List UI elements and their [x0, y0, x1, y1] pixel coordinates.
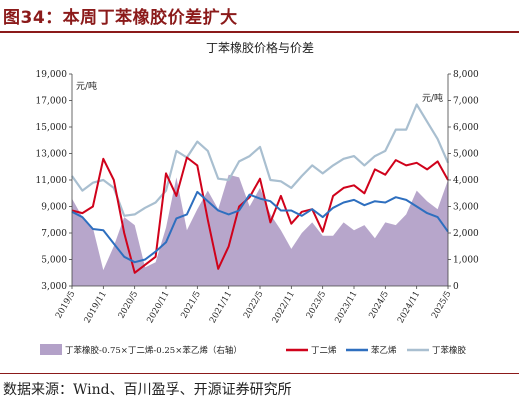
chart: 丁苯橡胶价格与价差 3,000 5,000 7,000 9,000 11,000 13,00… — [36, 40, 480, 356]
x-tick-label: 2021/11 — [208, 290, 234, 326]
x-tick-label: 2023/5 — [305, 290, 329, 321]
x-tick-label: 2020/11 — [145, 290, 171, 326]
chart-title: 丁苯橡胶价格与价差 — [206, 40, 314, 55]
y-tick-label-right: 3,000 — [453, 203, 479, 213]
y-tick-label-right: 4,000 — [453, 176, 479, 186]
x-tick-label: 2022/5 — [242, 290, 266, 321]
x-tick-label: 2024/11 — [396, 290, 422, 326]
y-tick-label-left: 9,000 — [41, 203, 67, 213]
y-tick-label-right: 8,000 — [453, 70, 479, 80]
source-note: 数据来源：Wind、百川盈孚、开源证券研究所 — [3, 382, 292, 398]
figure-title: 图34：本周丁苯橡胶价差扩大 — [3, 8, 238, 28]
y-tick-label-right: 7,000 — [453, 97, 479, 107]
series-sbr-line — [71, 103, 450, 217]
x-tick-label: 2020/5 — [117, 290, 141, 321]
x-tick-label: 2019/5 — [54, 290, 78, 321]
y-tick-label-left: 11,000 — [36, 176, 68, 186]
x-tick-label: 2025/5 — [430, 290, 454, 321]
x-tick-label: 2024/5 — [367, 290, 391, 321]
legend-sbr-label: 丁苯橡胶 — [432, 345, 467, 356]
series-styrene-line — [71, 190, 449, 264]
x-tick-label: 2022/11 — [271, 290, 297, 326]
y-tick-label-right: 6,000 — [453, 123, 479, 133]
y-tick-label-right: 1,000 — [453, 256, 479, 266]
y-tick-label-left: 19,000 — [36, 70, 68, 80]
y-tick-label-left: 15,000 — [36, 123, 68, 133]
y-tick-label-right: 2,000 — [453, 229, 479, 239]
footer-rule — [0, 373, 519, 374]
y-tick-label-right: 0 — [453, 282, 459, 292]
x-tick-label: 2019/11 — [83, 290, 109, 326]
x-tick-label: 2023/11 — [333, 290, 359, 326]
title-rule — [0, 31, 519, 33]
y-tick-label-left: 7,000 — [41, 229, 67, 239]
y-axis-unit-left: 元/吨 — [76, 80, 97, 92]
legend-styrene-label: 苯乙烯 — [371, 345, 397, 356]
y-axis-unit-right: 元/吨 — [422, 92, 443, 104]
y-tick-label-left: 17,000 — [36, 97, 68, 107]
series-spread-area — [72, 174, 448, 286]
y-tick-label-right: 5,000 — [453, 150, 479, 160]
y-tick-label-left: 13,000 — [36, 150, 68, 160]
series-butadiene-line — [71, 156, 449, 274]
x-tick-label: 2021/5 — [179, 290, 203, 321]
y-tick-label-left: 3,000 — [41, 282, 67, 292]
legend-spread-label: 丁苯橡胶-0.75×丁二烯-0.25×苯乙烯（右轴） — [65, 345, 242, 356]
legend-butadiene-label: 丁二烯 — [311, 345, 337, 356]
y-tick-label-left: 5,000 — [41, 256, 67, 266]
legend-spread-swatch — [40, 344, 62, 355]
